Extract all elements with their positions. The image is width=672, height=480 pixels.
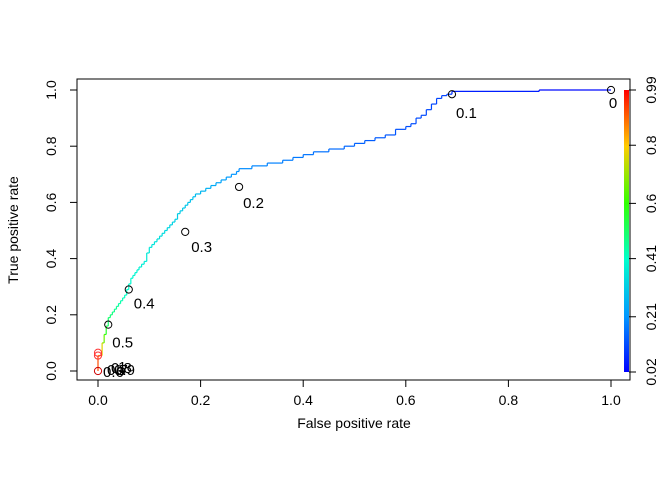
cutoff-label: 0.3 xyxy=(191,239,212,256)
colorbar-label: 0.8 xyxy=(643,135,659,155)
colorbar-label: 0.99 xyxy=(643,76,659,103)
x-axis-title: False positive rate xyxy=(297,415,411,431)
colorbar-label: 0.02 xyxy=(643,358,659,385)
x-tick-label: 0.0 xyxy=(88,392,108,408)
cutoff-label: 0.1 xyxy=(456,105,477,122)
cutoff-marker xyxy=(93,366,103,376)
cutoff-label: 0 xyxy=(609,95,617,112)
cutoff-marker xyxy=(104,320,113,329)
x-tick-label: 0.2 xyxy=(191,392,211,408)
cutoff-points: 00.10.20.30.40.50.60.70.80.91 xyxy=(93,85,617,381)
cutoff-marker xyxy=(124,285,133,294)
cutoff-label: 0.4 xyxy=(134,296,155,313)
x-axis: 0.0 0.2 0.4 0.6 0.8 1.0 xyxy=(88,379,621,408)
y-axis: 0.0 0.2 0.4 0.6 0.8 1.0 xyxy=(43,80,78,381)
y-tick-label: 0.6 xyxy=(43,192,59,212)
cutoff-marker xyxy=(606,85,616,95)
cutoff-marker xyxy=(93,351,103,360)
colorbar xyxy=(624,90,629,372)
cutoff-marker xyxy=(116,366,126,376)
roc-curve xyxy=(97,89,611,371)
y-tick-label: 0.0 xyxy=(43,361,59,381)
plot-frame xyxy=(76,78,631,381)
cutoff-marker xyxy=(181,227,190,237)
colorbar-label: 0.6 xyxy=(643,193,659,213)
x-tick-label: 1.0 xyxy=(601,392,621,408)
colorbar-axis: 0.02 0.21 0.41 0.6 0.8 0.99 xyxy=(629,76,659,386)
x-tick-label: 0.4 xyxy=(293,392,313,408)
cutoff-label: 0.5 xyxy=(112,335,133,352)
y-tick-label: 0.4 xyxy=(43,249,59,269)
cutoff-marker xyxy=(447,90,457,99)
y-tick-label: 1.0 xyxy=(43,80,59,100)
cutoff-label: 0.8 xyxy=(111,360,132,377)
y-tick-label: 0.2 xyxy=(43,305,59,325)
y-axis-title: True positive rate xyxy=(5,176,21,284)
colorbar-label: 0.41 xyxy=(643,245,659,272)
cutoff-label: 1 xyxy=(118,359,126,376)
cutoff-label: 0.2 xyxy=(243,195,264,212)
y-tick-label: 0.8 xyxy=(43,136,59,156)
x-tick-label: 0.6 xyxy=(396,392,416,408)
x-tick-label: 0.8 xyxy=(499,392,519,408)
cutoff-marker xyxy=(234,182,244,192)
cutoff-marker xyxy=(93,348,103,357)
colorbar-label: 0.21 xyxy=(643,303,659,330)
